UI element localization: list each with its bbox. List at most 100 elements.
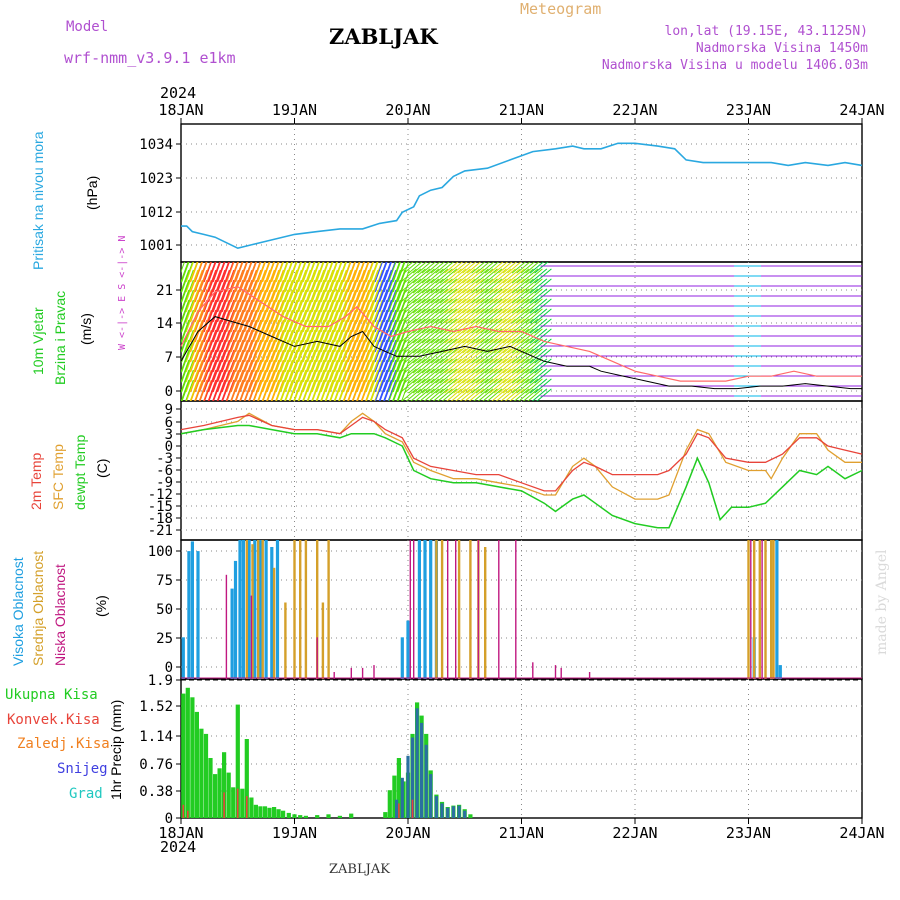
wind-arrow [257, 289, 271, 323]
wind-arrow [199, 319, 212, 353]
wind-arrow [293, 299, 307, 333]
wind-arrow [257, 329, 271, 363]
wind-arrow [435, 308, 453, 324]
wind-arrow [502, 338, 521, 354]
total-precip-bar [387, 790, 392, 818]
wind-arrow [208, 262, 221, 293]
wind-arrow [226, 289, 239, 323]
wind-arrow [399, 308, 417, 324]
wind-arrow [203, 329, 217, 363]
wind-arrow [316, 319, 329, 353]
wind-arrow [190, 279, 203, 313]
wind-arrow [253, 269, 266, 303]
wind-arrow [408, 308, 426, 324]
wind-arrow [320, 262, 333, 293]
wind-arrow [437, 388, 453, 401]
wind-arrow [370, 339, 383, 373]
wind-arrow [307, 269, 320, 303]
wind-arrow [307, 262, 320, 293]
wind-arrow [480, 328, 498, 344]
wind-arrow [383, 309, 397, 343]
wind-arrow [258, 369, 271, 401]
wind-arrow [311, 262, 320, 283]
wind-arrow [248, 359, 262, 393]
wind-arrow [511, 308, 530, 324]
wind-arrow [244, 262, 253, 283]
wind-arrow [329, 319, 343, 353]
wind-arrow [356, 339, 370, 373]
wind-arrow [462, 268, 480, 284]
wind-arrow [252, 379, 262, 401]
wind-arrow [222, 369, 235, 401]
wind-arrow [471, 262, 486, 274]
wind-arrow [397, 262, 410, 293]
wind-arrow [516, 268, 534, 284]
wind-arrow [462, 288, 480, 304]
wind-arrow [421, 378, 440, 394]
wind-arrow [426, 378, 444, 394]
wind-arrow [226, 319, 239, 353]
wind-arrow [448, 368, 467, 384]
wind-arrow [403, 288, 422, 304]
wind-arrow [361, 359, 374, 393]
wind-gust-line [180, 286, 862, 382]
wind-arrow [520, 308, 539, 324]
wind-arrow [502, 378, 521, 394]
wind-arrow [374, 359, 388, 393]
wind-arrow [396, 379, 406, 401]
wind-arrow [285, 369, 298, 401]
wind-arrow [448, 348, 467, 364]
low-cloud-bar [477, 540, 480, 679]
wind-arrow [289, 299, 302, 333]
wind-arrow [194, 269, 208, 303]
wind-arrow [275, 262, 284, 283]
wind-arrow [361, 289, 374, 323]
wind-arrow [498, 338, 516, 354]
high-cloud-bar [275, 540, 280, 679]
wind-arrow [221, 349, 235, 383]
wind-arrow [284, 262, 293, 283]
wind-arrow [226, 299, 239, 333]
wind-arrow [439, 262, 455, 274]
wind-arrow [334, 359, 347, 393]
wind-arrow [316, 289, 329, 323]
wind-arrow [239, 339, 253, 373]
mid-cloud-bar [293, 540, 296, 679]
wind-arrow [334, 369, 347, 401]
wind-arrow [388, 279, 401, 313]
wind-arrow [347, 262, 360, 293]
wind-arrow [379, 349, 392, 383]
wind-arrow [516, 358, 534, 374]
wind-arrow [471, 368, 489, 384]
wind-arrow [397, 299, 410, 333]
mid-cloud-bar [245, 540, 248, 679]
wind-arrow [325, 349, 338, 383]
wind-arrow [403, 278, 422, 294]
wind-arrow [457, 298, 476, 314]
wind-arrow [199, 269, 212, 303]
wind-arrow [352, 339, 365, 373]
wind-arrow [520, 348, 539, 364]
wind-arrow [289, 262, 302, 293]
wind-arrow [399, 328, 417, 344]
wind-arrow [230, 379, 239, 401]
wind-arrow [302, 359, 316, 393]
wind-arrow [397, 279, 410, 313]
total-precip-bar [181, 693, 186, 818]
wind-arrow [421, 288, 440, 304]
mid-cloud-bar [457, 540, 461, 679]
wind-arrow [190, 319, 203, 353]
wind-arrow [347, 319, 361, 353]
wind-arrow [374, 339, 388, 373]
wind-arrow [181, 309, 194, 343]
bottom-date-label: 24JAN [839, 824, 884, 842]
wind-arrow [338, 319, 352, 353]
wind-arrow [462, 328, 480, 344]
wind-arrow [388, 299, 401, 333]
wind-arrow [338, 279, 352, 313]
conv-precip-bar [223, 792, 225, 818]
wind-arrow [435, 378, 453, 394]
wind-arrow [484, 278, 503, 294]
wind-arrow [217, 369, 230, 401]
wind-arrow [408, 378, 426, 394]
